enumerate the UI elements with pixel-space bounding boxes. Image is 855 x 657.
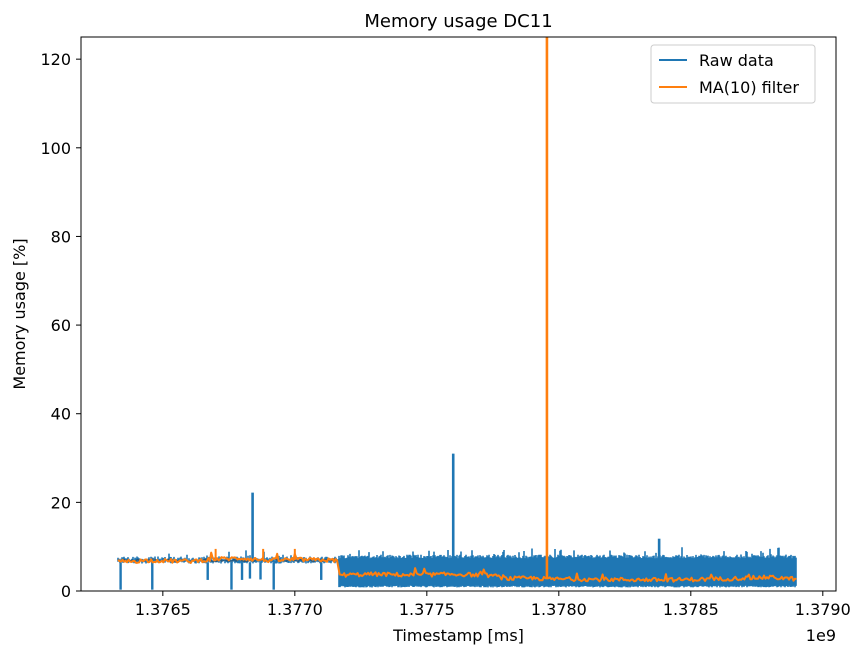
y-tick-label: 0 xyxy=(61,582,71,601)
plot-frame xyxy=(80,36,837,592)
legend-label-raw: Raw data xyxy=(699,51,774,70)
x-tick-label: 1.3780 xyxy=(531,600,587,619)
x-tick-label: 1.3775 xyxy=(399,600,455,619)
y-axis-label: Memory usage [%] xyxy=(10,238,29,389)
y-tick-label: 80 xyxy=(51,227,71,246)
raw-data-dense-line xyxy=(117,558,339,563)
x-tick-label: 1.3770 xyxy=(267,600,323,619)
x-axis-label: Timestamp [ms] xyxy=(392,626,524,645)
y-tick-label: 20 xyxy=(51,493,71,512)
legend-label-ma: MA(10) filter xyxy=(699,78,799,97)
y-tick-label: 60 xyxy=(51,316,71,335)
x-tick-label: 1.3785 xyxy=(663,600,719,619)
legend-box xyxy=(650,44,816,104)
y-tick-label: 40 xyxy=(51,405,71,424)
ma-filter-line xyxy=(117,551,797,583)
x-tick-label: 1.3790 xyxy=(795,600,851,619)
plot-area xyxy=(117,37,797,590)
legend: Raw data MA(10) filter xyxy=(650,44,816,104)
raw-data-band xyxy=(117,547,797,588)
chart-title: Memory usage DC11 xyxy=(364,11,552,32)
series-ma-filter xyxy=(117,37,797,583)
series-raw-data xyxy=(117,453,797,590)
x-axis-offset-label: 1e9 xyxy=(806,626,836,645)
y-tick-label: 120 xyxy=(40,50,71,69)
x-tick-label: 1.3765 xyxy=(135,600,191,619)
y-tick-label: 100 xyxy=(40,139,71,158)
axes: 1.3765 1.3770 1.3775 1.3780 1.3785 1.3790 0 20 4… xyxy=(40,36,851,619)
